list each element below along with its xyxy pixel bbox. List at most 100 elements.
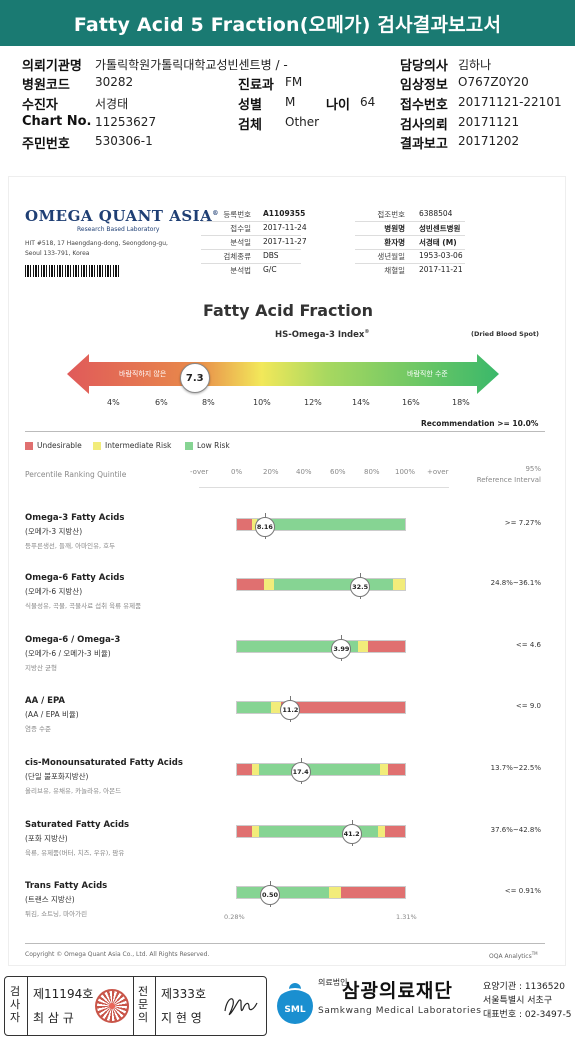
specimen-value: Other	[285, 115, 320, 129]
quintile-axis-label: 20%	[263, 468, 279, 476]
row-bar	[236, 578, 406, 591]
row-reference: >= 7.27%	[504, 519, 541, 527]
quintile-axis-label: -over	[190, 468, 209, 476]
collected-value: 2017-11-21	[419, 265, 463, 274]
row-reference: 24.8%~36.1%	[490, 579, 541, 587]
lab-patient-label: 환자명	[384, 238, 405, 247]
signature-area: 검사자 제11194호 최 삼 규 전문의 제333호 지 현 영 SML 의료…	[0, 976, 575, 1040]
row-name: Saturated Fatty Acids	[25, 820, 130, 830]
receipt-label: 접수번호	[400, 98, 448, 113]
row-value-marker: 8.16	[254, 517, 275, 537]
row-name: Omega-6 Fatty Acids	[25, 573, 125, 583]
row-name: Trans Fatty Acids	[25, 881, 108, 891]
gauge-tick-label: 12%	[304, 398, 322, 407]
legend-intermediate-swatch	[93, 442, 101, 450]
row-value-marker: 11.2	[280, 700, 301, 720]
sex-label: 성별	[238, 98, 262, 113]
dob-label: 생년월일	[377, 252, 405, 261]
row-bar	[236, 518, 406, 531]
receipt-no-label: 접조번호	[377, 210, 405, 219]
row-reference: <= 9.0	[515, 702, 541, 710]
row-korean-name: (AA / EPA 비율)	[25, 710, 79, 719]
bar-segment	[368, 641, 405, 652]
bar-segment	[384, 826, 405, 837]
collected-label: 채혈일	[384, 266, 405, 275]
row-reference: 37.6%~42.8%	[490, 826, 541, 834]
examiner-seal	[95, 989, 129, 1023]
examiner-license: 제11194호	[33, 987, 94, 1001]
sample-note: (Dried Blood Spot)	[471, 330, 540, 338]
gauge-tick-label: 6%	[155, 398, 168, 407]
analytics-mark: OQA AnalyticsTM	[489, 951, 538, 960]
age-value: 64	[360, 95, 376, 109]
analyzed-value: 2017-11-27	[263, 237, 307, 246]
bar-segment	[237, 641, 358, 652]
row-note: 지방산 균형	[25, 664, 57, 672]
examiner-name: 최 삼 규	[33, 1011, 74, 1025]
ref-header-2: Reference Interval	[476, 476, 541, 484]
method-label: 분석법	[230, 266, 251, 275]
barcode	[25, 265, 120, 277]
org-name-english: Samkwang Medical Laboratories	[318, 1006, 482, 1016]
copyright: Copyright © Omega Quant Asia Co., Ltd. A…	[25, 951, 210, 958]
bar-segment	[378, 826, 385, 837]
bar-segment	[237, 702, 271, 713]
bar-segment	[252, 764, 259, 775]
lab-report-sheet: OMEGA QUANT ASIA® Research Based Laborat…	[8, 176, 566, 966]
row-bar	[236, 701, 406, 714]
row-korean-name: (트랜스 지방산)	[25, 895, 75, 904]
lab-logo-subtitle: Research Based Laboratory	[77, 226, 160, 233]
svg-text:SML: SML	[284, 1005, 305, 1015]
row-min-label: 0.28%	[224, 913, 245, 921]
bar-segment	[237, 579, 264, 590]
gauge-tick-label: 16%	[402, 398, 420, 407]
patient-label: 수진자	[22, 98, 58, 113]
age-label: 나이	[326, 98, 350, 113]
bar-segment	[237, 764, 253, 775]
gauge-left-text: 바람직하지 않은	[119, 370, 167, 378]
specialist-label: 전문의	[137, 985, 149, 1024]
lab-patient-value: 서경태 (M)	[419, 238, 457, 247]
row-note: 육류, 유제품(버터, 치즈, 우유), 팜유	[25, 849, 125, 857]
bar-segment	[252, 519, 258, 530]
quintile-axis-label: +over	[427, 468, 449, 476]
row-value-marker: 0.50	[260, 885, 280, 905]
bar-segment	[357, 641, 369, 652]
legend-intermediate: Intermediate Risk	[105, 441, 172, 450]
row-value-marker: 17.4	[290, 762, 311, 782]
institution-label: 의뢰기관명	[22, 59, 82, 74]
gauge-tick-label: 14%	[352, 398, 370, 407]
bar-segment	[388, 764, 405, 775]
row-reference: 13.7%~22.5%	[490, 764, 541, 772]
patient-meta: 의뢰기관명 가톨릭학원가톨릭대학교성빈센트병 / - 담당의사 김하나 병원코드…	[0, 52, 575, 152]
recommendation: Recommendation >= 10.0%	[421, 419, 539, 428]
specialist-name: 지 현 영	[161, 1011, 202, 1025]
chart-value: 11253627	[95, 115, 157, 129]
row-value-marker: 32.5	[350, 577, 371, 597]
hospital-label: 병원명	[384, 224, 405, 233]
row-note: 올리브유, 유채유, 카놀라유, 아몬드	[25, 787, 122, 795]
doctor-value: 김하나	[458, 58, 492, 72]
bar-segment	[252, 826, 259, 837]
report-title: Fatty Acid 5 Fraction(오메가) 검사결과보고서	[0, 0, 575, 46]
bar-segment	[270, 702, 281, 713]
org-line-2: 서울특별시 서초구	[483, 996, 553, 1006]
row-note: 염증 수준	[25, 725, 51, 733]
sample-type-value: DBS	[263, 251, 279, 260]
bar-segment	[341, 887, 405, 898]
bar-segment	[329, 887, 342, 898]
row-reference: <= 0.91%	[504, 887, 541, 895]
clinical-label: 임상정보	[400, 78, 448, 93]
quintile-axis-label: 0%	[231, 468, 243, 476]
row-bar	[236, 825, 406, 838]
reg-no-label: 등록번호	[223, 210, 251, 219]
gauge-right-text: 바람직한 수준	[407, 370, 448, 378]
omega3-index-marker: 7.3	[179, 363, 210, 393]
method-value: G/C	[263, 265, 277, 274]
org-name-korean: 삼광의료재단	[342, 980, 453, 1002]
row-name: AA / EPA	[25, 696, 66, 706]
lab-address-2: Seoul 133-791, Korea	[25, 250, 90, 257]
row-name: Omega-6 / Omega-3	[25, 635, 121, 645]
row-value-marker: 3.99	[331, 639, 352, 659]
patient-value: 서경태	[95, 97, 129, 111]
